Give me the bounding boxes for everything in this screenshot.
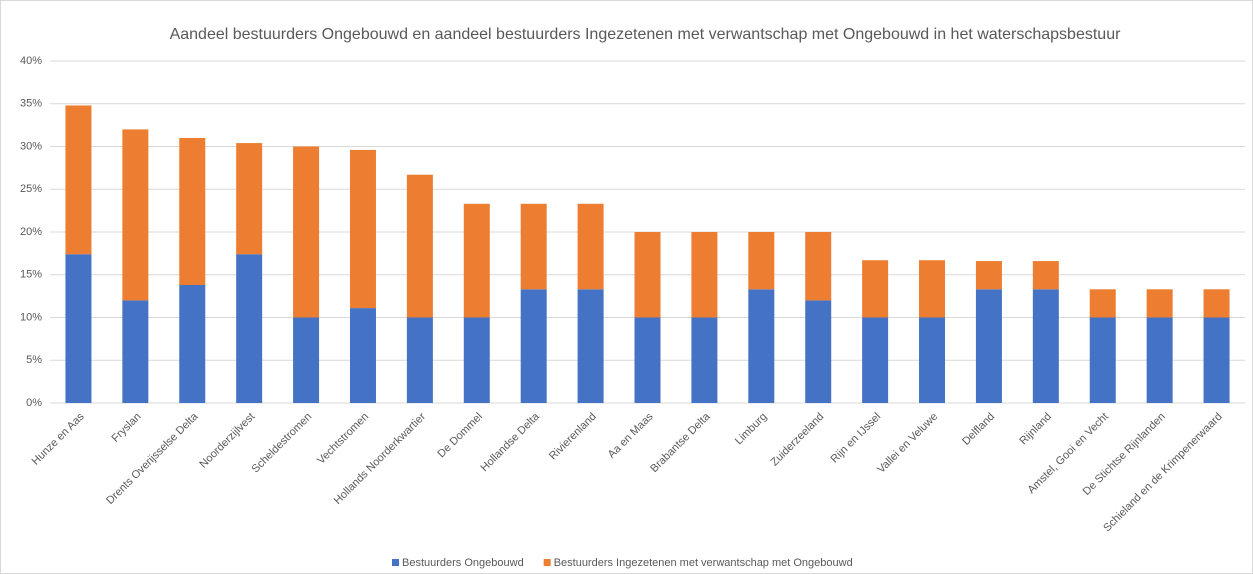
bar-segment [805,300,832,403]
bar-segment [65,105,92,255]
bar-segment [1203,289,1230,318]
bar-segment [520,289,547,403]
bar-segment [406,317,433,403]
bar-segment [1032,289,1059,403]
bar-segment [919,260,946,318]
bar-segment [1089,317,1116,403]
bar-segment [463,203,490,318]
y-tick-label: 25% [20,183,42,195]
bar-segment [748,289,775,403]
legend-swatch [392,559,399,566]
y-tick-label: 0% [26,397,42,409]
bar-segment [65,254,92,403]
y-tick-label: 30% [20,140,42,152]
bar-segment [862,317,889,403]
bar-segment [634,232,661,318]
y-tick-label: 35% [20,98,42,110]
bar-segment [236,143,263,255]
bar-segment [919,317,946,403]
y-tick-label: 20% [20,226,42,238]
bar-segment [577,289,604,403]
bar-segment [463,317,490,403]
bar-segment [577,203,604,290]
bar-segment [1146,317,1173,403]
bar-segment [975,261,1002,290]
bar-segment [179,285,206,403]
bar-segment [122,129,149,301]
y-tick-label: 40% [20,55,42,67]
legend-label: Bestuurders Ongebouwd [402,557,524,569]
y-tick-label: 10% [20,311,42,323]
legend-label: Bestuurders Ingezetenen met verwantschap… [554,557,853,569]
y-tick-label: 15% [20,269,42,281]
bar-segment [293,317,320,403]
bar-segment [691,317,718,403]
bar-segment [1089,289,1116,318]
bar-segment [634,317,661,403]
bar-segment [1032,261,1059,290]
bar-segment [179,137,206,286]
legend-swatch [543,559,551,566]
chart-title: Aandeel bestuurders Ongebouwd en aandeel… [170,26,1122,43]
bar-segment [805,232,832,301]
bar-segment [293,146,320,318]
bar-segment [236,254,263,403]
bar-segment [1146,289,1173,318]
bar-segment [349,308,376,403]
bar-segment [862,260,889,318]
bar-segment [349,149,376,309]
y-tick-label: 5% [26,354,42,366]
bar-segment [1203,317,1230,403]
bar-segment [748,232,775,290]
bar-segment [122,300,149,403]
bar-segment [975,289,1002,403]
bar-segment [520,203,547,290]
bar-segment [691,232,718,318]
bar-segment [406,174,433,318]
